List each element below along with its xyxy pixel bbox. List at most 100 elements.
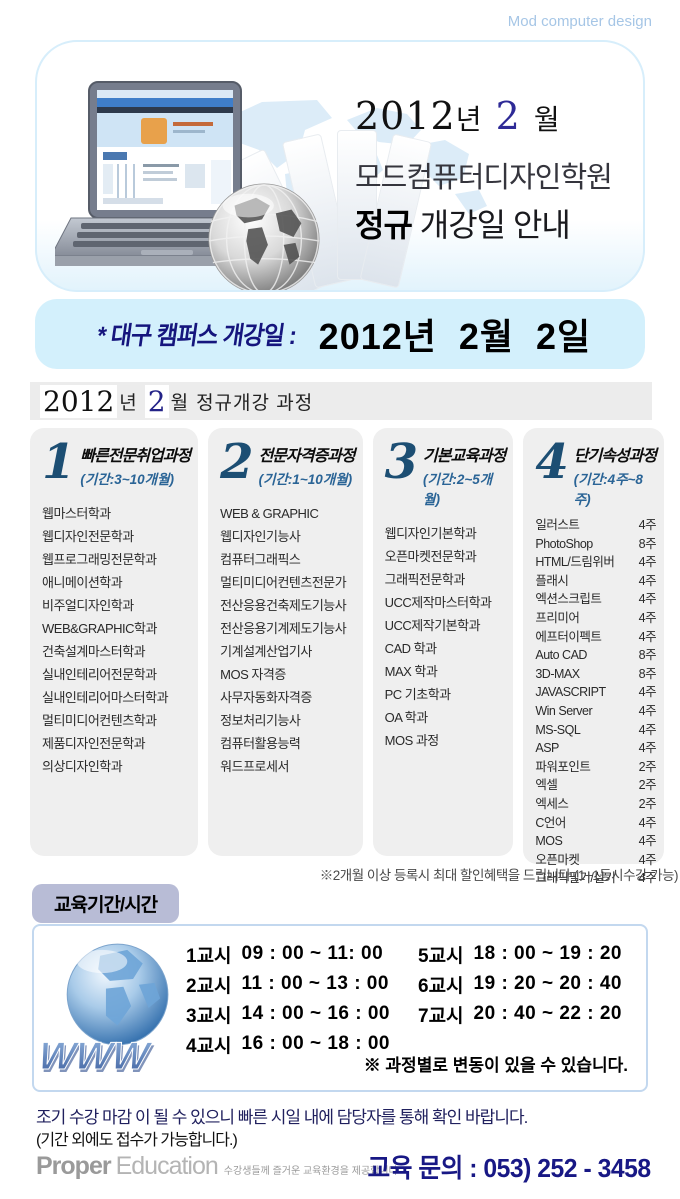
course-weeks: 4주 <box>638 555 657 570</box>
course-item: MOS 4주 <box>535 832 656 851</box>
course-weeks: 2주 <box>638 778 657 793</box>
course-item: 에프터이펙트 4주 <box>535 628 656 647</box>
period-label: 3교시 <box>186 1005 232 1027</box>
course-list: 웹마스터학과 웹디자인전문학과 웹프로그래밍전문학과 애니메이션학과 비주얼디자인학과 W… <box>42 502 190 778</box>
class-times: 1교시 09 : 00 ~ 11: 00 2교시 11 : 00 ~ 13 : … <box>186 939 636 1059</box>
course-item: 파워포인트 2주 <box>535 758 656 777</box>
course-item: WEB&GRAPHIC학과 <box>42 621 157 636</box>
section-month-suffix: 월 <box>170 392 189 414</box>
panel-header: 1 빠른전문취업과정 (기간:3~10개월) <box>42 438 191 488</box>
period-label: 4교시 <box>186 1035 232 1057</box>
panel-number: 2 <box>220 434 254 490</box>
class-period: 4교시 16 : 00 ~ 18 : 00 <box>186 1029 418 1059</box>
course-item: 정보처리기능사 <box>220 713 301 728</box>
course-name: 프리미어 <box>535 610 580 625</box>
course-name: MS-SQL <box>535 722 581 737</box>
course-item: 엑세스 2주 <box>535 795 656 814</box>
course-name: 엑션스크립트 <box>535 592 602 607</box>
period-label: 1교시 <box>186 945 232 967</box>
logo-text-light: Education <box>115 1152 219 1180</box>
course-item: Win Server 4주 <box>535 702 656 721</box>
course-panel-short-intensive: 4 단기속성과정 (기간:4주~8주) 일러스트 4주 PhotoShop 8주 HTM… <box>523 428 665 885</box>
course-item: WEB & GRAPHIC <box>220 506 319 521</box>
section-year-suffix: 년 <box>119 392 137 414</box>
period-time: 20 : 40 ~ 22 : 20 <box>473 1003 622 1024</box>
header-subtitle-rest: 개강일 안내 <box>411 207 571 243</box>
footer-notice-primary: 조기 수강 마감 이 될 수 있으니 빠른 시일 내에 담당자를 통해 확인 바… <box>36 1108 528 1127</box>
contact-phone: 교육 문의 : 053) 252 - 3458 <box>367 1153 651 1183</box>
course-item: 웹디자인기능사 <box>220 529 301 544</box>
svg-text:WWW: WWW <box>42 1035 154 1078</box>
course-item: OA 학과 <box>384 710 429 725</box>
panel-duration: (기간:4주~8주) <box>573 472 643 507</box>
class-period: 5교시 18 : 00 ~ 19 : 20 <box>418 939 622 969</box>
panel-number: 3 <box>384 434 419 490</box>
period-time: 16 : 00 ~ 18 : 00 <box>241 1033 390 1054</box>
header-month-suffix: 월 <box>533 104 561 135</box>
svg-text:WWW: WWW <box>42 1038 156 1081</box>
course-name: ASP <box>535 741 559 756</box>
course-item: 실내인테리어전문학과 <box>42 667 157 682</box>
course-name: 그래픽필기/실기 <box>535 871 616 886</box>
panel-duration: (기간:3~10개월) <box>80 472 174 487</box>
course-item: 기계설계산업기사 <box>220 644 312 659</box>
course-item: 그래픽필기/실기 4주 <box>535 869 656 888</box>
section-title-rest: 정규개강 과정 <box>196 392 314 414</box>
logo-tagline: 수강생들께 즐거운 교육환경을 제공합니다 <box>223 1166 398 1177</box>
course-weeks: 2주 <box>638 759 657 774</box>
course-weeks: 4주 <box>638 685 657 700</box>
logo-text-bold: Proper <box>36 1152 112 1180</box>
course-item: 비주얼디자인학과 <box>42 598 134 613</box>
course-item: 오픈마켓 4주 <box>535 851 656 870</box>
course-item: 오픈마켓전문학과 <box>384 549 477 564</box>
header-subtitle: 정규 개강일 안내 <box>355 200 640 246</box>
header-year: 2012 <box>355 94 456 138</box>
course-item: 3D-MAX 8주 <box>535 665 656 684</box>
course-item: 그래픽전문학과 <box>384 572 466 587</box>
course-item: 의상디자인학과 <box>42 759 123 774</box>
course-weeks: 8주 <box>638 648 657 663</box>
globe-illustration <box>208 183 320 290</box>
header-month: 2 <box>495 94 521 138</box>
course-item: C언어 4주 <box>535 814 656 833</box>
course-weeks: 4주 <box>638 573 657 588</box>
course-weeks: 4주 <box>638 871 657 886</box>
laptop-illustration <box>55 81 282 266</box>
course-columns: 1 빠른전문취업과정 (기간:3~10개월) 웹마스터학과 웹디자인전문학과 웹프로… <box>30 428 665 885</box>
class-times-right: 5교시 18 : 00 ~ 19 : 20 6교시 19 : 20 ~ 20 :… <box>418 939 622 1059</box>
course-name: Auto CAD <box>535 648 587 663</box>
period-time: 19 : 20 ~ 20 : 40 <box>473 973 622 994</box>
course-weeks: 4주 <box>638 852 657 867</box>
section-title: 2012 년 2 월 정규개강 과정 <box>30 382 652 420</box>
campus-label: * 대구 캠퍼스 개강일 : <box>95 322 298 350</box>
class-times-left: 1교시 09 : 00 ~ 11: 00 2교시 11 : 00 ~ 13 : … <box>186 939 418 1059</box>
course-item: MS-SQL 4주 <box>535 721 656 740</box>
panel-title: 빠른전문취업과정 <box>80 448 191 465</box>
course-weeks: 4주 <box>638 592 657 607</box>
period-label: 7교시 <box>418 1005 464 1027</box>
header-date: 2012년 2 월 <box>355 94 640 138</box>
course-weeks: 8주 <box>638 666 657 681</box>
course-item: 전산응용건축제도기능사 <box>220 598 347 613</box>
panel-header: 4 단기속성과정 (기간:4주~8주) <box>535 438 657 508</box>
course-item: 컴퓨터활용능력 <box>220 736 301 751</box>
period-time: 11 : 00 ~ 13 : 00 <box>241 973 389 994</box>
campus-open-date-banner: * 대구 캠퍼스 개강일 : 2012년 2월 2일 <box>35 299 645 369</box>
course-item: 애니메이션학과 <box>42 575 123 590</box>
header-subtitle-bold: 정규 <box>355 207 413 243</box>
schedule-box: WWW WWW 1교시 09 : 00 ~ 11: 00 2교시 11 : 00… <box>32 924 648 1092</box>
period-time: 14 : 00 ~ 16 : 00 <box>241 1003 390 1024</box>
course-item: 멀티미디어컨텐츠전문가 <box>220 575 347 590</box>
class-period: 2교시 11 : 00 ~ 13 : 00 <box>186 969 418 999</box>
course-item: 건축설계마스터학과 <box>42 644 146 659</box>
panel-duration: (기간:1~10개월) <box>258 472 353 487</box>
course-weeks: 2주 <box>638 796 657 811</box>
course-weeks: 4주 <box>638 629 657 644</box>
course-item: 플래시 4주 <box>535 572 656 591</box>
course-item: 프리미어 4주 <box>535 609 656 628</box>
course-weeks: 4주 <box>638 834 657 849</box>
header-year-suffix: 년 <box>455 104 483 135</box>
section-year: 2012 <box>40 384 118 418</box>
course-list: 일러스트 4주 PhotoShop 8주 HTML/드림위버 4주 플래시 4주 엑션스크립트 4… <box>535 516 656 888</box>
panel-header: 3 기본교육과정 (기간:2~5개월) <box>384 434 507 508</box>
